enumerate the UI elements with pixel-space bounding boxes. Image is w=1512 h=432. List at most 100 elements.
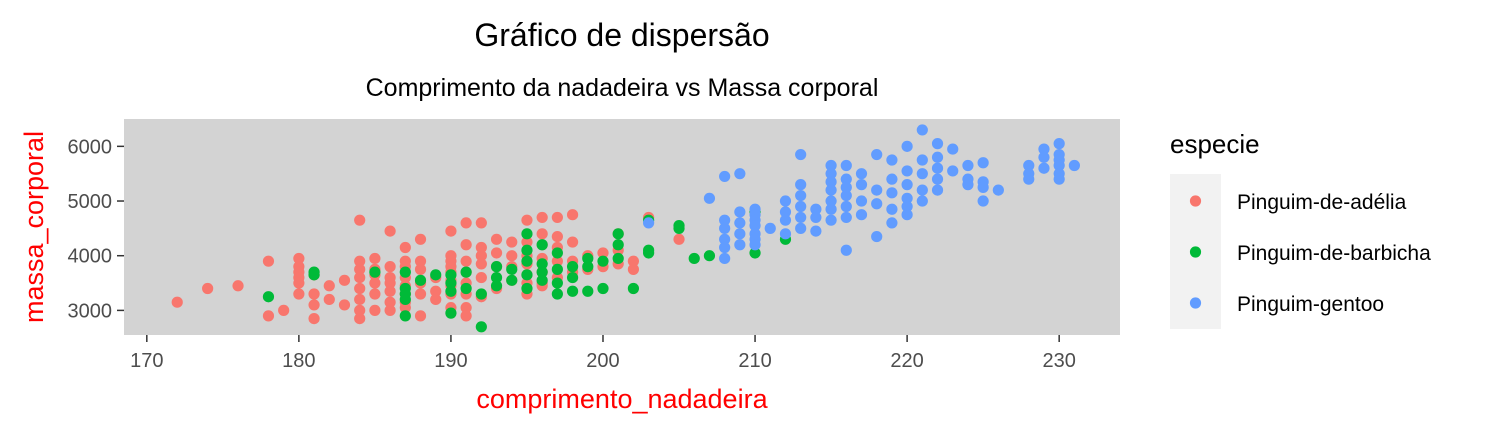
data-point bbox=[536, 274, 548, 286]
data-point bbox=[399, 266, 411, 278]
data-point bbox=[414, 310, 427, 322]
legend-key bbox=[1189, 297, 1202, 309]
data-point bbox=[354, 293, 366, 306]
data-point bbox=[521, 236, 533, 248]
plot-panel bbox=[124, 119, 1120, 335]
data-point bbox=[536, 211, 548, 224]
data-point bbox=[1038, 162, 1050, 174]
data-point bbox=[719, 214, 731, 226]
data-point bbox=[521, 269, 533, 281]
data-point bbox=[719, 252, 731, 265]
data-point bbox=[384, 225, 396, 237]
data-point bbox=[308, 269, 320, 281]
data-point bbox=[916, 184, 928, 196]
data-point bbox=[262, 310, 275, 322]
data-point bbox=[1023, 173, 1035, 185]
data-point bbox=[536, 228, 548, 240]
data-point bbox=[262, 255, 275, 267]
data-point bbox=[1023, 159, 1035, 172]
x-tick-label: 220 bbox=[890, 350, 923, 372]
data-point bbox=[992, 184, 1004, 196]
x-tick-label: 230 bbox=[1042, 350, 1075, 372]
data-point bbox=[414, 255, 427, 267]
data-point bbox=[521, 214, 533, 226]
data-point bbox=[779, 195, 792, 207]
data-point bbox=[354, 312, 366, 325]
data-point bbox=[384, 296, 396, 308]
data-point bbox=[582, 261, 594, 273]
data-point bbox=[840, 244, 852, 256]
chart-title: Gráfico de dispersão bbox=[474, 17, 769, 53]
data-point bbox=[795, 148, 807, 161]
data-point bbox=[931, 138, 944, 150]
data-point bbox=[399, 302, 411, 314]
data-point bbox=[551, 255, 563, 267]
data-point bbox=[612, 252, 624, 265]
data-point bbox=[445, 307, 457, 319]
data-point bbox=[521, 244, 533, 256]
data-point bbox=[947, 165, 959, 177]
y-tick-label: 6000 bbox=[68, 136, 113, 158]
y-tick-label: 3000 bbox=[68, 300, 113, 322]
data-point bbox=[825, 214, 837, 226]
data-point bbox=[627, 263, 640, 275]
data-point bbox=[384, 277, 396, 289]
data-point bbox=[369, 252, 381, 265]
data-point bbox=[460, 302, 472, 314]
data-point bbox=[901, 209, 913, 221]
data-point bbox=[354, 282, 366, 295]
data-point bbox=[855, 195, 868, 207]
data-point bbox=[643, 217, 655, 229]
data-point bbox=[916, 195, 928, 207]
data-point bbox=[597, 247, 609, 259]
data-point bbox=[1038, 143, 1050, 155]
data-point bbox=[1053, 159, 1065, 172]
data-point bbox=[460, 255, 472, 267]
data-point bbox=[886, 217, 898, 229]
data-point bbox=[855, 179, 868, 191]
data-point bbox=[779, 228, 792, 240]
data-point bbox=[1053, 138, 1065, 150]
data-point bbox=[931, 151, 944, 163]
data-point bbox=[551, 288, 563, 300]
data-point bbox=[795, 222, 807, 234]
data-point bbox=[232, 280, 244, 292]
data-point bbox=[749, 239, 761, 251]
data-point bbox=[673, 233, 685, 245]
data-point bbox=[719, 170, 731, 183]
data-point bbox=[916, 154, 928, 166]
data-point bbox=[749, 247, 761, 259]
data-point bbox=[597, 255, 609, 267]
data-point bbox=[810, 225, 822, 237]
data-point bbox=[293, 277, 305, 289]
data-point bbox=[460, 310, 472, 322]
data-point bbox=[475, 241, 487, 254]
data-point bbox=[840, 211, 852, 224]
data-point bbox=[430, 285, 442, 297]
data-point bbox=[886, 187, 898, 199]
data-point bbox=[871, 184, 883, 196]
data-point bbox=[855, 209, 868, 221]
data-point bbox=[460, 266, 472, 278]
legend-title: especie bbox=[1170, 129, 1260, 159]
data-point bbox=[597, 282, 609, 295]
data-point bbox=[977, 195, 989, 207]
data-point bbox=[384, 261, 396, 273]
data-point bbox=[566, 271, 579, 284]
data-point bbox=[262, 291, 275, 303]
data-point bbox=[521, 228, 533, 240]
data-point bbox=[490, 247, 503, 259]
data-point bbox=[369, 288, 381, 300]
data-point bbox=[734, 206, 746, 218]
data-point bbox=[384, 304, 396, 316]
data-point bbox=[460, 217, 472, 229]
data-point bbox=[612, 239, 624, 251]
x-axis: 170 180 190 200 210 220 230 bbox=[130, 335, 1076, 372]
data-point bbox=[490, 271, 503, 284]
data-point bbox=[369, 277, 381, 289]
data-point bbox=[627, 255, 640, 267]
data-point bbox=[354, 304, 366, 316]
data-point bbox=[506, 236, 518, 248]
data-point bbox=[840, 173, 852, 185]
